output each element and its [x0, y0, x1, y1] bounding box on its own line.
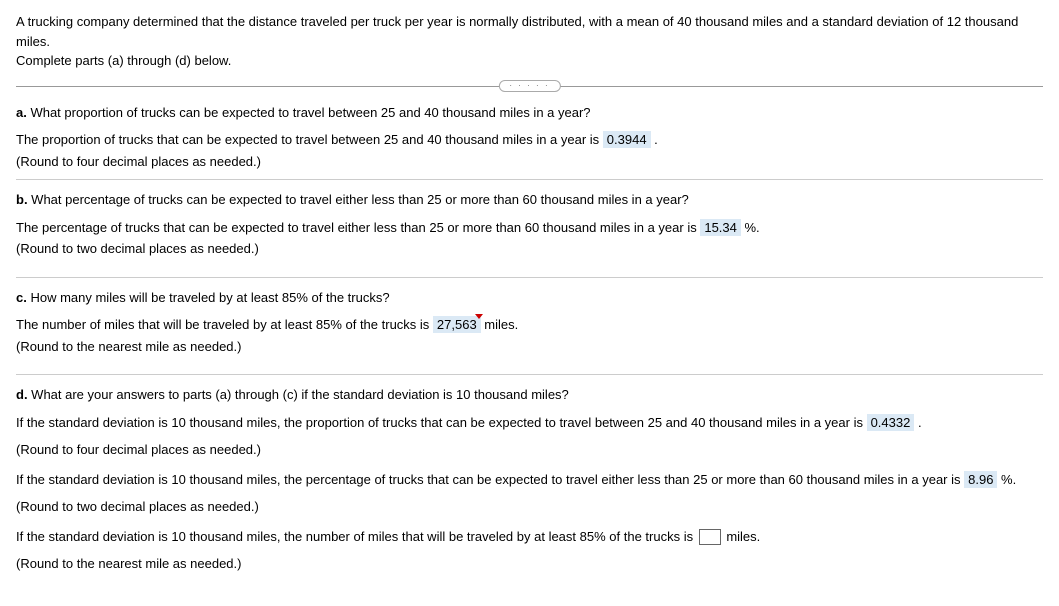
- part-d2-answer-post: %.: [997, 472, 1016, 487]
- part-a-answer-pre: The proportion of trucks that can be exp…: [16, 132, 603, 147]
- part-d-group-2: If the standard deviation is 10 thousand…: [16, 470, 1043, 517]
- section-divider: · · · · ·: [16, 79, 1043, 93]
- part-d2-answer: If the standard deviation is 10 thousand…: [16, 470, 1043, 490]
- part-d3-answer: If the standard deviation is 10 thousand…: [16, 527, 1043, 547]
- part-c-qtext: How many miles will be traveled by at le…: [27, 290, 390, 305]
- part-c-answer-value[interactable]: 27,563: [433, 316, 481, 333]
- part-d3-note: (Round to the nearest mile as needed.): [16, 554, 1043, 574]
- part-d3-answer-pre: If the standard deviation is 10 thousand…: [16, 529, 697, 544]
- part-c-answer: The number of miles that will be travele…: [16, 315, 1043, 335]
- part-b-answer: The percentage of trucks that can be exp…: [16, 218, 1043, 238]
- part-c-answer-pre: The number of miles that will be travele…: [16, 317, 433, 332]
- part-d-qtext: What are your answers to parts (a) throu…: [28, 387, 569, 402]
- part-b: b. What percentage of trucks can be expe…: [16, 179, 1043, 277]
- part-c-answer-post: miles.: [481, 317, 519, 332]
- part-b-qtext: What percentage of trucks can be expecte…: [28, 192, 689, 207]
- part-a-note: (Round to four decimal places as needed.…: [16, 152, 1043, 172]
- part-b-note: (Round to two decimal places as needed.): [16, 239, 1043, 259]
- part-d-group-3: If the standard deviation is 10 thousand…: [16, 527, 1043, 574]
- part-a-question: a. What proportion of trucks can be expe…: [16, 103, 1043, 123]
- intro-line-1: A trucking company determined that the d…: [16, 14, 1018, 49]
- part-b-answer-value[interactable]: 15.34: [700, 219, 741, 236]
- part-b-answer-post: %.: [741, 220, 760, 235]
- part-c-question: c. How many miles will be traveled by at…: [16, 288, 1043, 308]
- part-c: c. How many miles will be traveled by at…: [16, 277, 1043, 375]
- part-d3-answer-input[interactable]: [699, 529, 721, 545]
- part-d2-answer-pre: If the standard deviation is 10 thousand…: [16, 472, 964, 487]
- part-d1-answer-post: .: [914, 415, 921, 430]
- problem-intro: A trucking company determined that the d…: [16, 12, 1043, 71]
- part-c-label: c.: [16, 290, 27, 305]
- part-a-answer-post: .: [651, 132, 658, 147]
- part-d-question: d. What are your answers to parts (a) th…: [16, 385, 1043, 405]
- part-a-label: a.: [16, 105, 27, 120]
- part-d2-note: (Round to two decimal places as needed.): [16, 497, 1043, 517]
- part-b-question: b. What percentage of trucks can be expe…: [16, 190, 1043, 210]
- part-d1-note: (Round to four decimal places as needed.…: [16, 440, 1043, 460]
- part-a-qtext: What proportion of trucks can be expecte…: [27, 105, 591, 120]
- part-d: d. What are your answers to parts (a) th…: [16, 374, 1043, 594]
- part-a: a. What proportion of trucks can be expe…: [16, 103, 1043, 172]
- part-b-answer-pre: The percentage of trucks that can be exp…: [16, 220, 700, 235]
- part-a-answer: The proportion of trucks that can be exp…: [16, 130, 1043, 150]
- part-c-note: (Round to the nearest mile as needed.): [16, 337, 1043, 357]
- part-d1-answer-pre: If the standard deviation is 10 thousand…: [16, 415, 867, 430]
- part-d3-answer-post: miles.: [723, 529, 761, 544]
- part-d-group-1: If the standard deviation is 10 thousand…: [16, 413, 1043, 460]
- part-d1-answer: If the standard deviation is 10 thousand…: [16, 413, 1043, 433]
- part-a-answer-value[interactable]: 0.3944: [603, 131, 651, 148]
- part-b-label: b.: [16, 192, 28, 207]
- divider-pill[interactable]: · · · · ·: [498, 80, 560, 92]
- part-d1-answer-value[interactable]: 0.4332: [867, 414, 915, 431]
- part-d-label: d.: [16, 387, 28, 402]
- part-d2-answer-value[interactable]: 8.96: [964, 471, 997, 488]
- intro-line-2: Complete parts (a) through (d) below.: [16, 53, 231, 68]
